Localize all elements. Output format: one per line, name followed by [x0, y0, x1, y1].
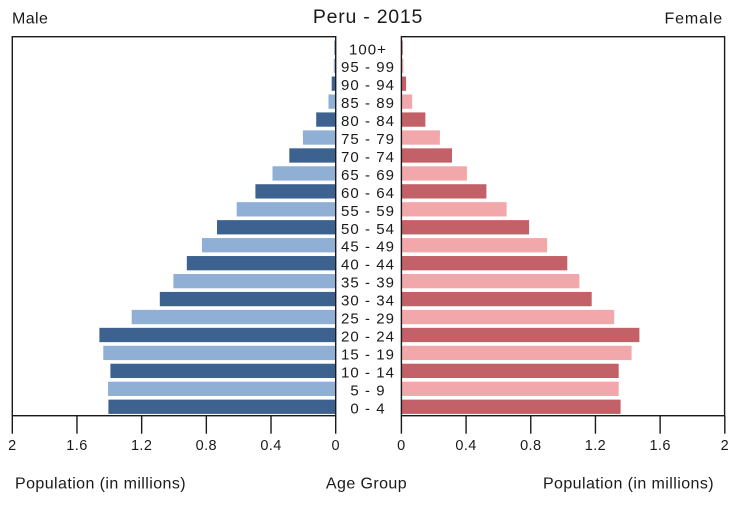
svg-text:60 - 64: 60 - 64 — [341, 185, 395, 202]
svg-text:100+: 100+ — [349, 41, 387, 58]
svg-text:35 - 39: 35 - 39 — [341, 275, 395, 292]
svg-text:75 - 79: 75 - 79 — [341, 131, 395, 148]
svg-text:5 - 9: 5 - 9 — [350, 382, 385, 399]
svg-text:15 - 19: 15 - 19 — [341, 346, 395, 363]
svg-text:1.6: 1.6 — [66, 438, 87, 454]
svg-text:0.4: 0.4 — [455, 438, 476, 454]
svg-text:55 - 59: 55 - 59 — [341, 203, 395, 220]
svg-text:0: 0 — [397, 438, 405, 454]
svg-text:30 - 34: 30 - 34 — [341, 293, 395, 310]
svg-text:40 - 44: 40 - 44 — [341, 257, 395, 274]
svg-text:Age Group: Age Group — [326, 476, 407, 493]
svg-text:2: 2 — [721, 438, 729, 454]
svg-text:Female: Female — [665, 11, 723, 28]
svg-text:25 - 29: 25 - 29 — [341, 311, 395, 328]
svg-text:50 - 54: 50 - 54 — [341, 221, 395, 238]
svg-text:0.8: 0.8 — [196, 438, 217, 454]
svg-text:10 - 14: 10 - 14 — [341, 364, 395, 381]
svg-text:Male: Male — [12, 11, 48, 28]
svg-text:20 - 24: 20 - 24 — [341, 328, 395, 345]
svg-text:0.4: 0.4 — [260, 438, 281, 454]
svg-text:0.8: 0.8 — [520, 438, 541, 454]
svg-text:45 - 49: 45 - 49 — [341, 239, 395, 256]
svg-text:70 - 74: 70 - 74 — [341, 149, 395, 166]
svg-text:65 - 69: 65 - 69 — [341, 167, 395, 184]
svg-text:1.2: 1.2 — [131, 438, 152, 454]
svg-text:0: 0 — [331, 438, 339, 454]
svg-text:Peru - 2015: Peru - 2015 — [313, 6, 423, 28]
svg-text:Population (in millions): Population (in millions) — [543, 476, 714, 493]
svg-text:2: 2 — [8, 438, 16, 454]
svg-text:80 - 84: 80 - 84 — [341, 113, 395, 130]
svg-text:1.6: 1.6 — [649, 438, 670, 454]
svg-text:Population (in millions): Population (in millions) — [15, 476, 186, 493]
svg-text:90 - 94: 90 - 94 — [341, 77, 395, 94]
svg-text:85 - 89: 85 - 89 — [341, 95, 395, 112]
svg-text:95 - 99: 95 - 99 — [341, 59, 395, 76]
svg-text:1.2: 1.2 — [585, 438, 606, 454]
svg-text:0 - 4: 0 - 4 — [350, 400, 385, 417]
